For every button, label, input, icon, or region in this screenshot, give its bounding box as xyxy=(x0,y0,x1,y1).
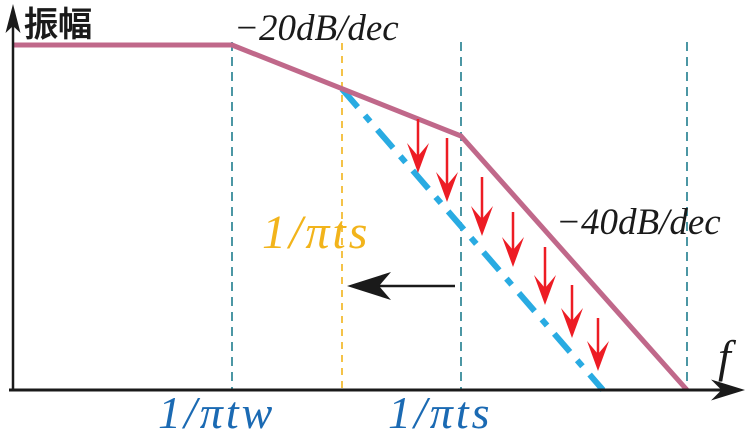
shift-left-arrowhead-icon xyxy=(347,272,391,300)
down-arrow-6-head-icon xyxy=(561,308,583,338)
down-arrow-7 xyxy=(587,318,609,371)
x-axis-arrowhead-icon xyxy=(711,379,745,401)
down-arrow-2 xyxy=(436,138,458,202)
shifted-asymptote-line xyxy=(339,87,606,392)
shift-left-arrow xyxy=(347,272,455,300)
down-arrow-4-head-icon xyxy=(502,237,524,267)
down-arrow-3-head-icon xyxy=(471,206,493,236)
down-arrow-6 xyxy=(561,285,583,338)
y-axis-arrowhead-icon xyxy=(5,4,21,33)
y-axis-label: 振幅 xyxy=(24,5,92,45)
break-freq2-label: 1/πts xyxy=(388,387,493,436)
slope-label-40db: −40dB/dec xyxy=(556,202,721,243)
down-shift-arrows xyxy=(407,119,609,371)
down-arrow-1-head-icon xyxy=(407,143,429,173)
x-axis-label: f xyxy=(718,331,737,382)
down-arrow-3 xyxy=(471,177,493,236)
down-arrow-4 xyxy=(502,212,524,267)
down-arrow-2-head-icon xyxy=(436,172,458,202)
shifted-freq-label: 1/πts xyxy=(262,206,370,259)
down-arrow-5-head-icon xyxy=(534,275,556,305)
down-arrow-5 xyxy=(534,247,556,305)
break-freq1-label: 1/πtw xyxy=(158,387,275,436)
down-arrow-1 xyxy=(407,119,429,173)
magnitude-curve xyxy=(13,42,689,392)
down-arrow-7-head-icon xyxy=(587,341,609,371)
slope-label-20db: −20dB/dec xyxy=(234,8,399,49)
